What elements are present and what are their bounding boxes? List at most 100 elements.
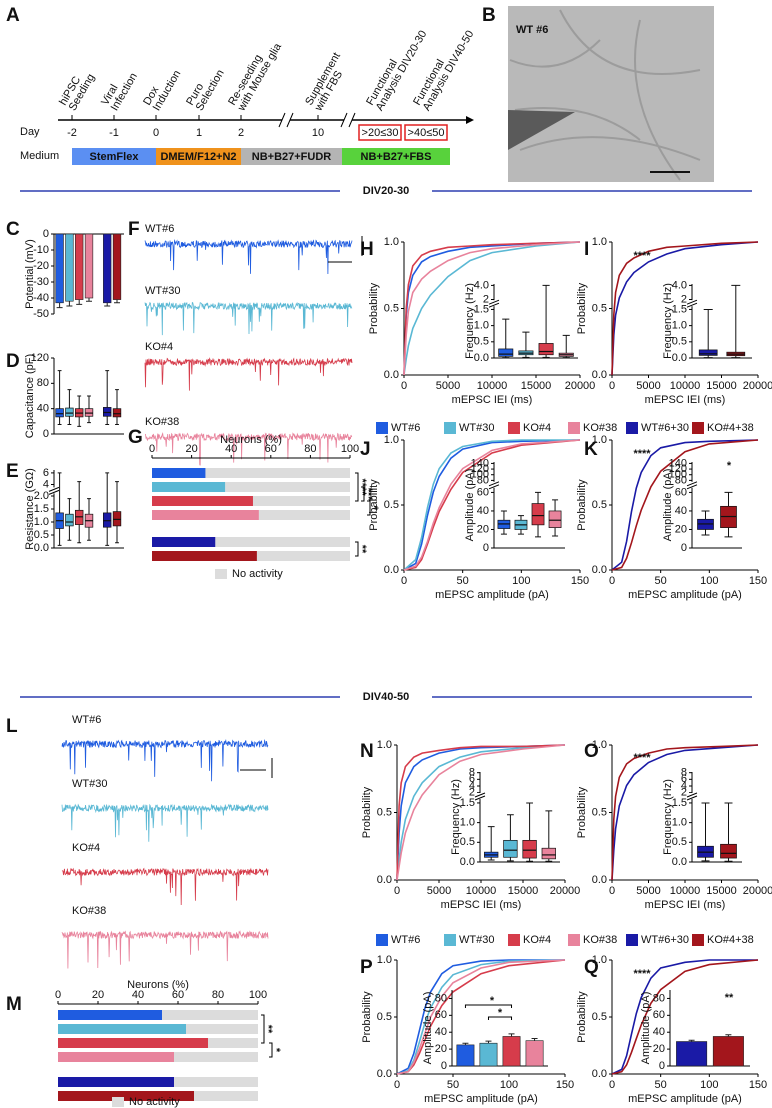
trace — [61, 803, 269, 842]
x-tick-label: 80 — [212, 989, 224, 1001]
significance-bracket — [367, 500, 371, 516]
trace-label: KO#4 — [145, 341, 173, 353]
y-tick-label: 1.0 — [672, 817, 687, 829]
y-tick-label: 60 — [435, 1009, 447, 1021]
day-tick-label: 0 — [153, 127, 159, 139]
significance: ** — [725, 992, 734, 1004]
y-tick-label: 0.0 — [460, 856, 475, 868]
y-tick-label: 0.0 — [384, 369, 399, 381]
y-tick-label: 0.5 — [592, 499, 607, 511]
day-tick-label: 10 — [312, 127, 324, 139]
x-tick-label: 15000 — [706, 380, 737, 392]
legend-label: KO#4 — [523, 422, 551, 434]
medium-segment — [241, 148, 342, 165]
bar — [225, 482, 350, 492]
cdf-line — [403, 241, 581, 376]
x-tick-label: 0 — [401, 380, 407, 392]
significance-bracket — [269, 1042, 273, 1058]
cdf-line — [611, 241, 759, 376]
x-tick-label: 0 — [55, 989, 61, 1001]
x-axis-label: mEPSC IEI (ms) — [645, 899, 726, 911]
x-axis-label: mEPSC amplitude (pA) — [628, 589, 742, 601]
error-bar — [725, 1034, 732, 1037]
pipette — [508, 110, 575, 150]
section-title: DIV20-30 — [363, 185, 409, 197]
y-tick-label: 4 — [469, 780, 475, 792]
axis-break-gap — [688, 481, 696, 488]
axis-break-gap — [50, 487, 58, 494]
error-bar — [114, 299, 120, 304]
y-tick-label: 0.5 — [460, 836, 475, 848]
y-tick-label: 0 — [43, 428, 49, 440]
cdf-line — [611, 744, 759, 881]
day-box — [358, 124, 402, 141]
x-tick-label: 50 — [655, 575, 667, 587]
y-tick-label: 1.0 — [592, 236, 607, 248]
x-tick-label: 0 — [401, 575, 407, 587]
y-tick-label: 1.0 — [592, 739, 607, 751]
y-axis-label: Probability — [576, 991, 588, 1043]
y-axis-label: Amplitude (pA) — [662, 469, 674, 542]
axis-break-gap — [490, 481, 498, 488]
x-tick-label: 20000 — [743, 380, 772, 392]
x-tick-label: 0 — [609, 1079, 615, 1091]
cdf-line — [396, 959, 566, 1075]
x-tick-label: 100 — [512, 575, 530, 587]
y-tick-label: 1.0 — [377, 739, 392, 751]
y-tick-label: 60 — [653, 1009, 665, 1021]
significance: ** — [356, 545, 368, 554]
cdf-line — [611, 744, 759, 881]
legend-swatch — [376, 934, 388, 946]
y-tick-label: 80 — [37, 377, 49, 389]
y-axis-label: Probability — [576, 479, 588, 531]
legend-swatch — [568, 422, 580, 434]
x-tick-label: 10000 — [466, 885, 497, 897]
cdf-line — [611, 241, 759, 376]
error-bar — [56, 302, 63, 309]
legend-label: KO#4 — [523, 934, 551, 946]
y-tick-label: -30 — [33, 276, 49, 288]
y-tick-label: 0 — [659, 1060, 665, 1072]
box-whisker — [115, 389, 119, 425]
cdf-line — [403, 439, 581, 571]
y-tick-label: 4.0 — [474, 279, 489, 291]
trace — [144, 239, 353, 275]
box — [112, 408, 122, 418]
y-tick-label: 0.5 — [377, 806, 392, 818]
bar — [252, 496, 350, 506]
x-tick-label: 10000 — [477, 380, 508, 392]
y-axis-label: Probability — [361, 786, 373, 838]
bar — [152, 551, 257, 561]
x-axis-label: mEPSC amplitude (pA) — [628, 1093, 742, 1105]
bar — [152, 537, 216, 547]
box — [102, 512, 112, 528]
y-tick-label: 0.0 — [384, 564, 399, 576]
y-axis-label: Capacitance (pF) — [24, 354, 36, 438]
y-tick-label: 140 — [669, 457, 687, 469]
significance: * — [727, 460, 732, 472]
y-tick-label: 100 — [471, 469, 489, 481]
y-tick-label: 140 — [471, 457, 489, 469]
y-tick-label: 1.0 — [672, 320, 687, 332]
x-tick-label: 0 — [609, 380, 615, 392]
axis-break — [278, 112, 294, 128]
bar — [208, 1038, 258, 1048]
significance: * — [490, 995, 495, 1007]
medium-segment — [156, 148, 241, 165]
bar — [479, 1042, 498, 1067]
cdf-line — [396, 959, 566, 1075]
legend-swatch — [376, 422, 388, 434]
y-tick-label: 1.0 — [592, 954, 607, 966]
y-tick-label: 20 — [477, 523, 489, 535]
legend-swatch — [215, 569, 227, 579]
bar — [215, 537, 350, 547]
y-axis-label: Probability — [361, 991, 373, 1043]
y-tick-label: 0.5 — [592, 302, 607, 314]
legend-swatch — [444, 934, 456, 946]
panel-label: K — [584, 439, 598, 460]
box — [698, 349, 718, 356]
y-tick-label: 40 — [653, 1026, 665, 1038]
bar — [174, 1052, 258, 1062]
bar — [58, 1038, 208, 1048]
y-tick-label: 1.0 — [377, 954, 392, 966]
